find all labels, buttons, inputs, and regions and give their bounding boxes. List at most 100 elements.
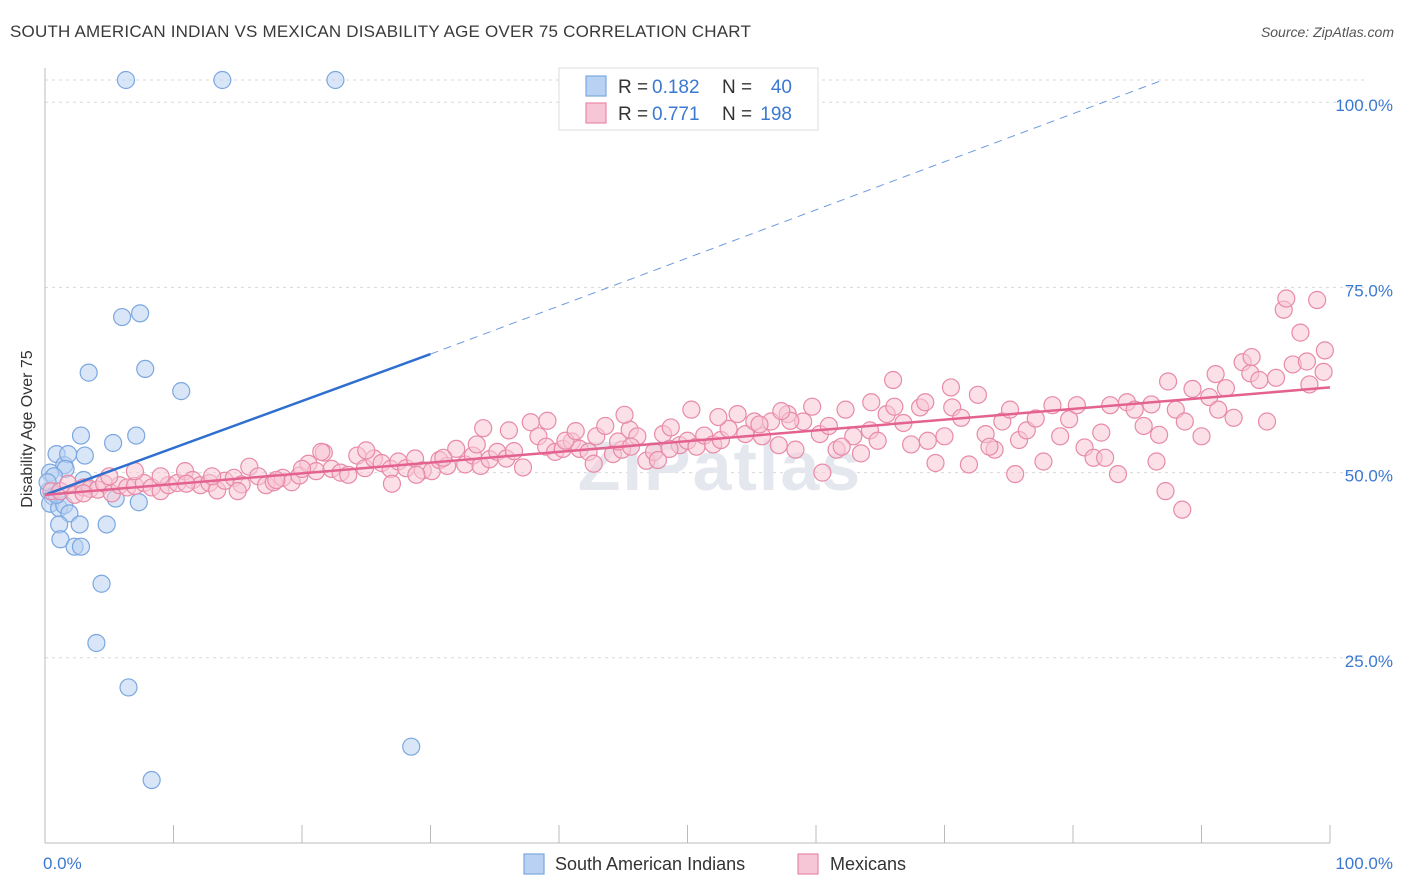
y-tick-label: 50.0% <box>1345 467 1393 486</box>
data-point <box>1158 372 1178 391</box>
data-point <box>1006 464 1025 484</box>
data-point <box>1108 464 1128 484</box>
data-point <box>1209 400 1228 419</box>
data-point <box>813 463 832 482</box>
data-point <box>941 378 961 397</box>
data-point <box>538 411 557 430</box>
data-point <box>1149 425 1169 444</box>
data-point <box>918 431 937 450</box>
data-point <box>1250 370 1269 390</box>
trend-line-mexicans <box>44 386 1331 497</box>
bottom-legend-swatch <box>523 853 545 875</box>
data-point <box>584 454 603 473</box>
data-point <box>402 737 421 756</box>
legend-swatch <box>585 75 607 97</box>
data-point <box>885 397 904 416</box>
data-point <box>467 435 486 454</box>
data-point <box>357 441 376 460</box>
data-point <box>1067 396 1086 415</box>
data-point <box>59 444 78 464</box>
data-point <box>434 448 453 467</box>
data-point <box>70 515 89 534</box>
data-point <box>1216 379 1236 398</box>
data-point <box>1142 395 1161 414</box>
data-point <box>851 444 871 463</box>
data-point <box>935 427 954 446</box>
data-point <box>129 493 148 512</box>
data-point <box>1257 412 1277 431</box>
data-point <box>1315 341 1334 360</box>
data-point <box>79 363 98 382</box>
data-point <box>51 530 70 549</box>
data-point <box>172 382 191 401</box>
data-point <box>1156 482 1175 501</box>
data-point <box>1147 452 1166 471</box>
data-point <box>1096 448 1115 467</box>
data-point <box>71 537 91 556</box>
data-point <box>1192 427 1211 446</box>
data-point <box>819 416 838 436</box>
data-point <box>60 504 79 523</box>
data-point <box>916 393 935 412</box>
data-point <box>1125 400 1144 419</box>
y-tick-label: 25.0% <box>1345 652 1393 671</box>
data-point <box>1277 289 1296 308</box>
x-tick-label: 0.0% <box>43 854 82 873</box>
data-point <box>728 404 747 424</box>
bottom-legend-swatch <box>797 853 819 875</box>
data-point <box>836 400 855 419</box>
data-point <box>382 474 402 493</box>
data-point <box>566 422 585 441</box>
data-point <box>474 419 493 438</box>
data-point <box>1051 427 1070 446</box>
data-point <box>1026 409 1045 428</box>
data-point <box>959 455 979 474</box>
data-point <box>312 442 331 461</box>
data-point <box>513 458 533 477</box>
trend-line-south-american <box>44 352 431 497</box>
legend-n-label: N = <box>722 77 752 98</box>
data-point <box>136 359 155 379</box>
bottom-legend-label: Mexicans <box>830 854 906 874</box>
data-point <box>868 431 887 450</box>
chart-title: SOUTH AMERICAN INDIAN VS MEXICAN DISABIL… <box>10 22 752 41</box>
data-point <box>980 437 999 456</box>
trend-line-south-american-extension <box>430 79 1164 355</box>
y-tick-label: 100.0% <box>1335 96 1393 115</box>
data-point <box>1297 352 1316 371</box>
data-point <box>1206 364 1225 384</box>
data-point <box>648 450 668 470</box>
data-point <box>1242 347 1261 367</box>
data-point <box>883 370 903 390</box>
data-point <box>660 439 679 459</box>
data-point <box>786 440 805 459</box>
data-point <box>407 465 426 484</box>
data-point <box>447 439 466 459</box>
data-point <box>1224 408 1243 427</box>
data-point <box>1291 323 1310 342</box>
legend-r-value: 0.771 <box>652 104 700 125</box>
data-point <box>499 421 518 440</box>
bottom-legend-label: South American Indians <box>555 854 745 874</box>
data-point <box>1034 452 1053 471</box>
legend-n-value: 198 <box>760 104 792 125</box>
data-point <box>901 435 921 454</box>
legend-n-label: N = <box>722 104 752 125</box>
legend-r-label: R = <box>618 77 648 98</box>
data-point <box>1134 416 1153 436</box>
data-point <box>596 416 615 436</box>
data-point <box>682 400 701 419</box>
data-point <box>92 574 111 593</box>
data-point <box>1314 362 1333 381</box>
data-point <box>71 426 91 445</box>
data-point <box>1183 379 1202 399</box>
x-tick-label: 100.0% <box>1335 854 1393 873</box>
data-point <box>1060 410 1079 429</box>
legend-r-label: R = <box>618 104 648 125</box>
data-point <box>772 402 791 421</box>
data-point <box>862 393 881 412</box>
data-point <box>803 397 822 416</box>
data-point <box>832 437 851 456</box>
data-point <box>769 436 788 455</box>
data-point <box>151 467 170 486</box>
